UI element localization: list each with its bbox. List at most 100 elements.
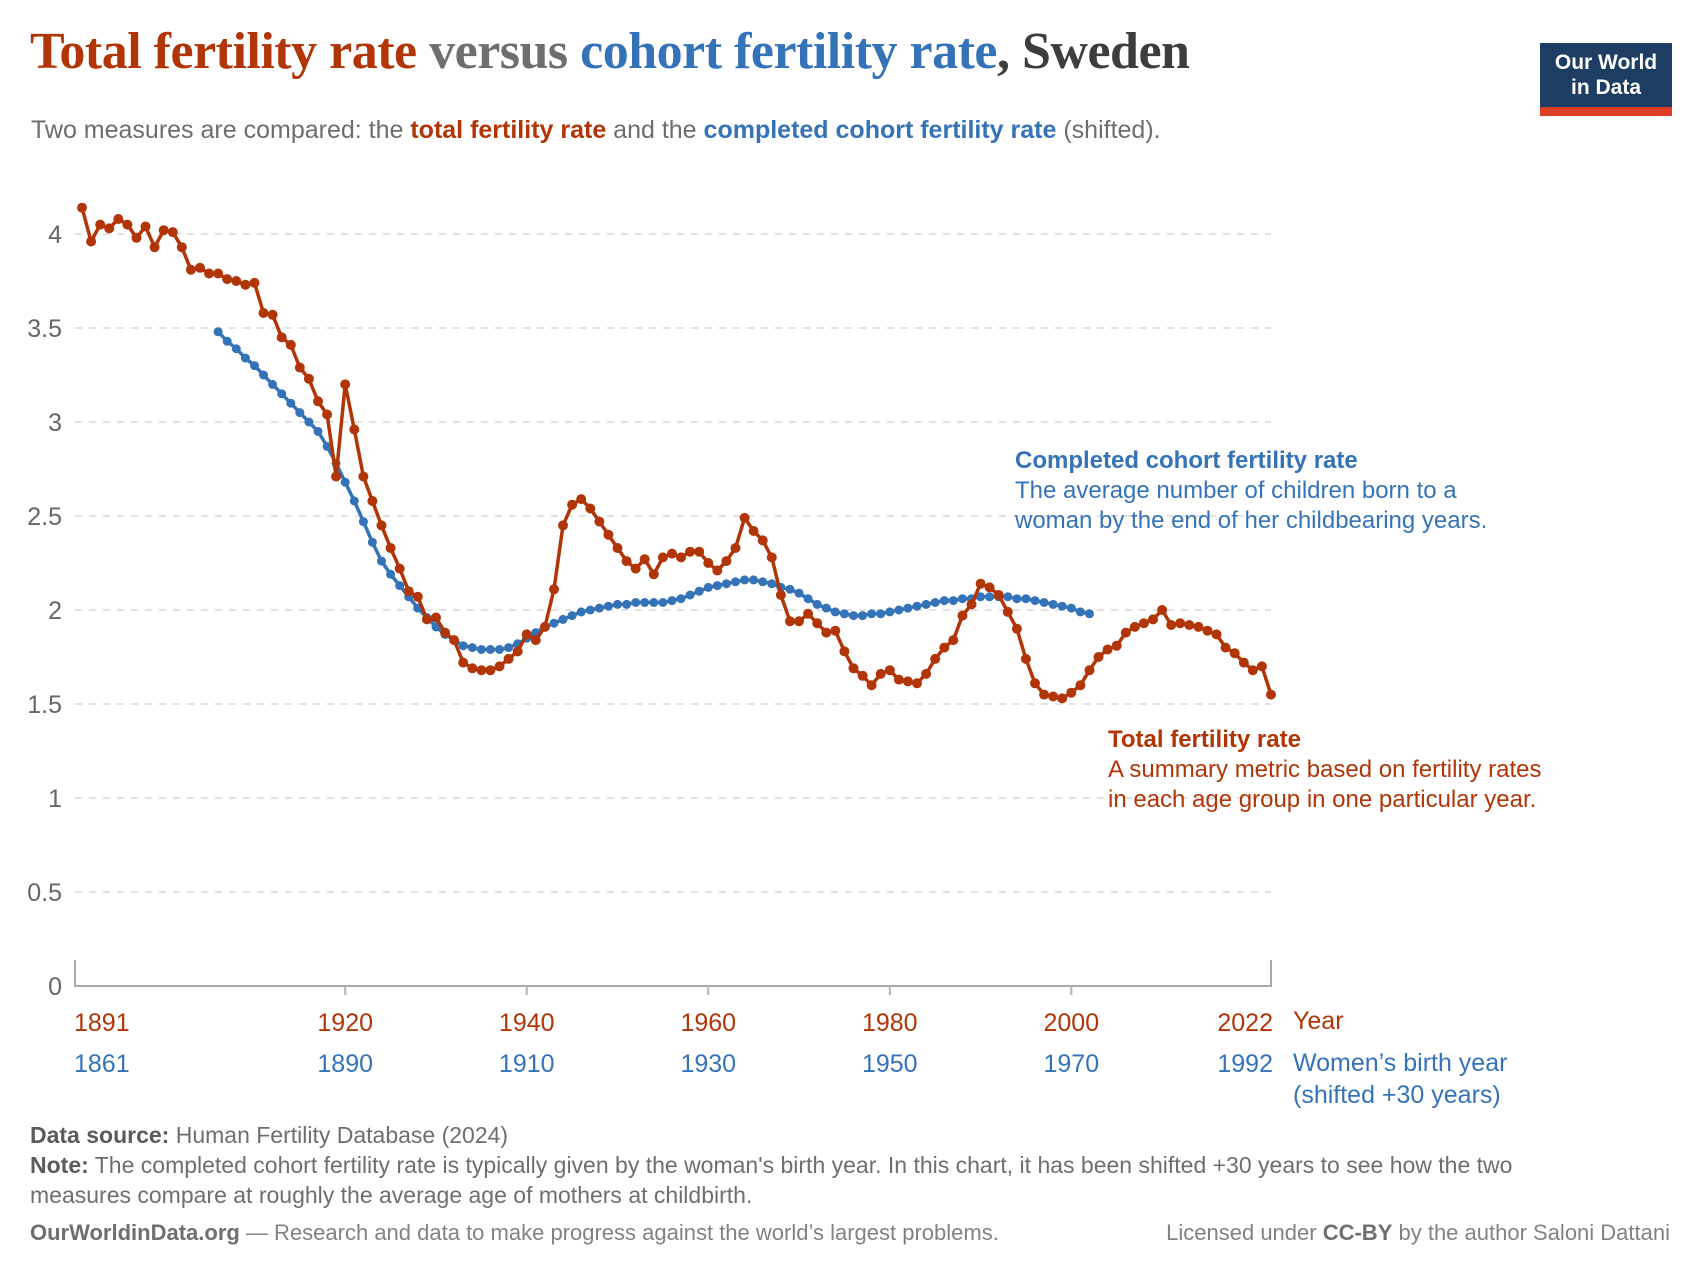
total-fertility-point[interactable] [567,499,578,510]
total-fertility-point[interactable] [467,663,478,674]
cohort-fertility-point[interactable] [585,605,595,615]
total-fertility-point[interactable] [485,665,496,676]
cohort-fertility-point[interactable] [313,426,323,436]
total-fertility-point[interactable] [358,471,369,482]
total-fertility-point[interactable] [766,552,777,563]
cohort-fertility-point[interactable] [985,592,995,602]
total-fertility-point[interactable] [685,546,696,557]
cohort-fertility-point[interactable] [1039,598,1049,607]
cohort-fertility-point[interactable] [803,594,813,604]
cohort-fertility-point[interactable] [876,609,886,619]
data-source-value[interactable]: Human Fertility Database (2024) [169,1122,509,1148]
total-fertility-point[interactable] [721,556,732,567]
total-fertility-point[interactable] [794,616,804,627]
total-fertility-point[interactable] [1211,629,1222,640]
total-fertility-point[interactable] [322,409,333,420]
total-fertility-point[interactable] [394,563,405,574]
cohort-fertility-point[interactable] [259,370,268,380]
total-fertility-point[interactable] [848,663,859,674]
total-fertility-point[interactable] [902,676,913,687]
total-fertility-point[interactable] [104,223,115,234]
total-fertility-point[interactable] [195,262,205,273]
cohort-fertility-point[interactable] [694,586,704,596]
cohort-fertility-point[interactable] [576,607,586,617]
cohort-fertility-point[interactable] [340,477,350,487]
total-fertility-point[interactable] [313,396,323,407]
cohort-fertility-point[interactable] [667,596,677,606]
cohort-fertility-point[interactable] [712,581,722,591]
total-fertility-point[interactable] [639,554,650,565]
cohort-fertility-point[interactable] [821,603,831,613]
cohort-fertility-point[interactable] [431,622,441,632]
total-fertility-point[interactable] [921,668,932,679]
cohort-fertility-point[interactable] [649,598,659,607]
cohort-fertility-point[interactable] [640,598,650,607]
total-fertility-point[interactable] [494,661,505,672]
total-fertility-point[interactable] [1011,623,1022,634]
total-fertility-point[interactable] [176,242,187,253]
total-fertility-point[interactable] [431,612,441,623]
total-fertility-point[interactable] [421,614,432,625]
total-fertility-point[interactable] [222,274,233,285]
total-fertility-point[interactable] [185,264,196,275]
total-fertility-point[interactable] [948,635,959,646]
cohort-fertility-point[interactable] [349,496,359,506]
total-fertility-point[interactable] [240,279,251,290]
cohort-fertility-point[interactable] [785,584,795,594]
total-fertility-point[interactable] [621,556,632,567]
total-fertility-point[interactable] [748,526,759,536]
cohort-fertility-point[interactable] [812,599,822,609]
cohort-fertility-point[interactable] [358,517,368,527]
total-fertility-point[interactable] [1220,642,1231,653]
cohort-fertility-point[interactable] [767,579,777,589]
total-fertility-point[interactable] [385,543,396,553]
total-fertility-point[interactable] [95,219,106,230]
cohort-fertility-point[interactable] [1066,603,1076,613]
cohort-fertility-point[interactable] [1012,594,1022,604]
cohort-fertility-point[interactable] [794,588,804,598]
total-fertility-point[interactable] [204,268,215,279]
cohort-fertility-point[interactable] [858,611,868,621]
total-fertility-point[interactable] [966,599,977,610]
total-fertility-point[interactable] [131,232,142,243]
total-fertility-point[interactable] [1266,689,1276,700]
total-fertility-point[interactable] [703,558,714,568]
total-fertility-point[interactable] [694,546,705,557]
total-fertility-point[interactable] [775,590,786,600]
total-fertility-point[interactable] [612,543,623,553]
total-fertility-point[interactable] [712,565,723,576]
total-fertility-point[interactable] [1075,680,1086,691]
total-fertility-point[interactable] [757,535,768,546]
total-fertility-point[interactable] [503,653,514,664]
cohort-fertility-point[interactable] [867,609,877,619]
total-fertility-point[interactable] [603,529,614,540]
total-fertility-point[interactable] [1048,691,1059,702]
total-fertility-point[interactable] [267,309,278,320]
cohort-fertility-point[interactable] [240,353,250,363]
cohort-fertility-point[interactable] [467,643,477,653]
total-fertility-point[interactable] [231,276,242,286]
cohort-fertility-point[interactable] [613,599,622,609]
cohort-fertility-point[interactable] [222,336,232,346]
total-fertility-point[interactable] [140,221,151,232]
total-fertility-point[interactable] [158,225,169,236]
total-fertility-point[interactable] [912,678,922,689]
total-fertility-point[interactable] [1030,678,1040,689]
total-fertility-point[interactable] [86,236,97,247]
cohort-fertility-point[interactable] [622,599,632,609]
total-fertility-point[interactable] [657,552,668,563]
total-fertility-point[interactable] [667,548,677,559]
total-fertility-point[interactable] [1111,640,1122,651]
total-fertility-point[interactable] [549,584,559,595]
total-fertility-point[interactable] [875,668,886,679]
cohort-fertility-point[interactable] [731,577,740,587]
cohort-fertility-point[interactable] [322,441,332,451]
total-fertility-point[interactable] [1256,661,1267,672]
total-fertility-point[interactable] [294,362,305,373]
total-fertility-point[interactable] [476,665,487,676]
total-fertility-point[interactable] [213,268,224,279]
cohort-fertility-point[interactable] [1030,596,1040,606]
total-fertility-point[interactable] [884,665,895,676]
total-fertility-point[interactable] [530,635,541,646]
total-fertility-point[interactable] [558,520,568,531]
